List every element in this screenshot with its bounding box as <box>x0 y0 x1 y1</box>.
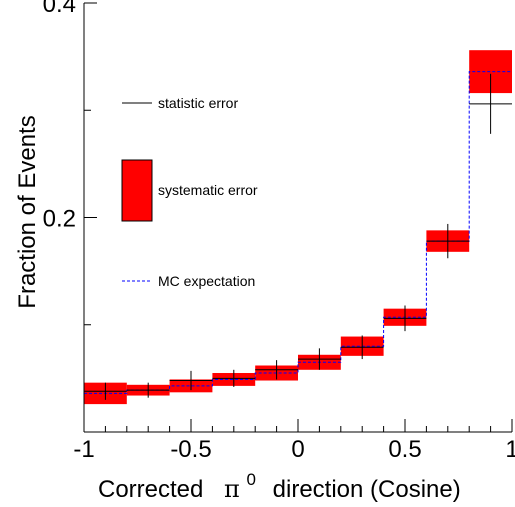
legend-syst-label: systematic error <box>158 182 258 198</box>
plot-area <box>84 50 512 405</box>
x-axis-title-symbol: π <box>224 475 240 503</box>
x-axis-title-superscript: 0 <box>247 470 256 489</box>
x-axis-title: Corrected π 0 direction (Cosine) <box>98 464 461 503</box>
x-tick-label: -0.5 <box>170 436 211 463</box>
legend-stat-label: statistic error <box>158 95 238 111</box>
x-axis-title-prefix: Corrected <box>98 476 203 503</box>
x-tick-label: -1 <box>73 436 94 463</box>
y-axis-title: Fraction of Events <box>14 115 41 308</box>
legend: statistic error systematic error MC expect… <box>121 95 258 289</box>
legend-syst-box <box>121 159 153 222</box>
legend-mc-label: MC expectation <box>158 273 255 289</box>
axis-ticks: -1 -0.5 0 0.5 1 0.2 0.4 <box>43 0 515 463</box>
x-axis-title-suffix: direction (Cosine) <box>273 476 461 503</box>
mc-expectation-line <box>84 71 512 394</box>
x-tick-label: 1 <box>505 436 515 463</box>
y-tick-label: 0.4 <box>43 0 76 18</box>
y-tick-label: 0.2 <box>43 206 76 233</box>
x-tick-label: 0 <box>291 436 304 463</box>
x-tick-label: 0.5 <box>388 436 421 463</box>
